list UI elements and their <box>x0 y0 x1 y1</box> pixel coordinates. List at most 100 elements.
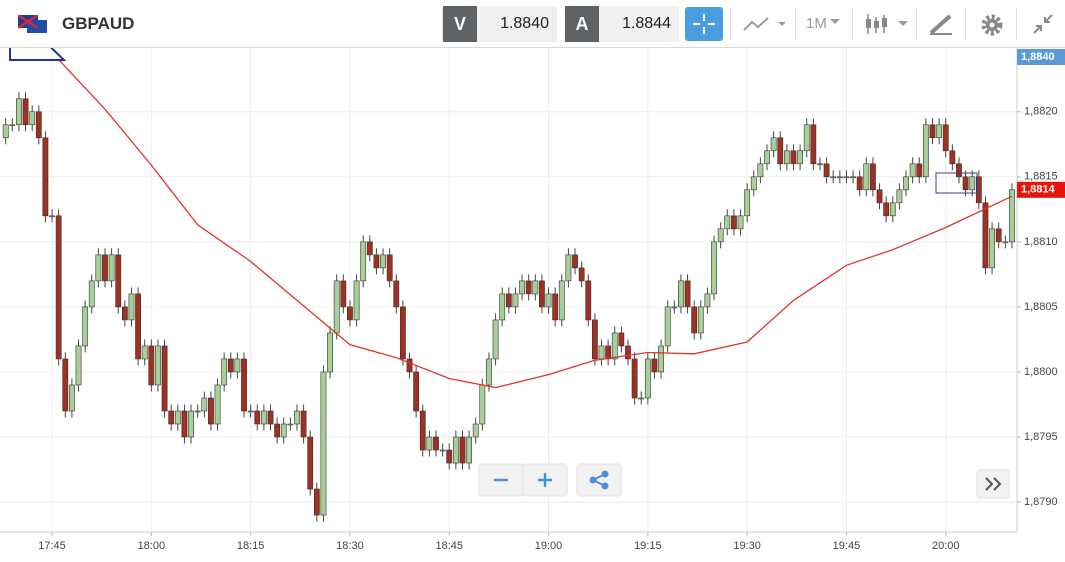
x-tick-label: 17:45 <box>38 540 66 552</box>
candle-body <box>320 371 327 516</box>
candle-body <box>744 189 751 217</box>
candle-body <box>644 358 651 399</box>
candle-body <box>214 384 221 425</box>
candle-body <box>492 319 499 360</box>
indicator-button[interactable] <box>742 14 786 34</box>
candle-body <box>452 436 459 464</box>
candle-body <box>413 371 420 412</box>
interval-button[interactable]: 1M <box>806 15 827 32</box>
candle-body <box>194 410 201 413</box>
candle-body <box>876 189 883 204</box>
candle-body <box>333 280 340 334</box>
share-icon <box>589 476 597 484</box>
candle-body <box>241 358 247 412</box>
candle-body <box>625 345 631 360</box>
chart-type-button[interactable] <box>864 12 908 36</box>
dropdown-icon <box>830 19 840 24</box>
crosshair-button[interactable] <box>685 7 723 41</box>
x-tick-label: 19:15 <box>634 540 662 552</box>
candle-body <box>446 449 453 464</box>
candle-body <box>1009 189 1015 243</box>
candle-body <box>922 124 929 178</box>
candle-body <box>366 241 373 256</box>
candle-body <box>135 293 141 360</box>
candle-body <box>102 254 108 282</box>
drawing-tools-button[interactable] <box>928 13 954 35</box>
candle-body <box>711 241 717 295</box>
candle-body <box>479 384 486 425</box>
candle-body <box>49 215 55 218</box>
moving-average-line <box>58 59 1013 389</box>
drawing-rectangle[interactable] <box>935 172 978 194</box>
collapse-button[interactable] <box>1032 13 1054 35</box>
separator <box>795 8 796 40</box>
candle-body <box>307 436 314 490</box>
plus-icon <box>538 473 552 487</box>
candle-body <box>472 423 479 438</box>
candle-body <box>386 254 393 282</box>
candle-body <box>856 176 863 191</box>
candle-body <box>942 124 949 152</box>
y-tick-label: 1,8820 <box>1024 106 1058 118</box>
candle-body <box>1002 241 1009 244</box>
candle-body <box>373 254 380 269</box>
candle-body <box>664 306 671 347</box>
candle-body <box>221 358 228 386</box>
candle-body <box>267 410 274 425</box>
candle-body <box>512 293 519 308</box>
candle-body <box>55 215 62 360</box>
candle-body <box>466 436 472 464</box>
x-tick-label: 20:00 <box>932 540 960 552</box>
share-button[interactable] <box>576 463 622 497</box>
candle-body <box>128 293 135 321</box>
bid-price[interactable]: 1.8840 <box>477 6 557 42</box>
candle-body <box>671 306 678 309</box>
ask-price[interactable]: 1.8844 <box>599 6 679 42</box>
candle-body <box>717 228 724 243</box>
y-tick-label: 1,8800 <box>1024 366 1058 378</box>
candle-body <box>777 137 784 165</box>
candle-body <box>631 358 638 399</box>
candle-body <box>399 306 406 360</box>
candle-body <box>684 280 691 308</box>
candle-body <box>247 410 254 413</box>
separator <box>730 8 731 40</box>
candle-body <box>697 306 704 334</box>
candle-body <box>69 384 75 412</box>
price-marker <box>1017 181 1065 198</box>
candle-body <box>565 254 572 282</box>
candle-body <box>393 280 400 308</box>
candle-body <box>539 280 545 308</box>
candle-body <box>618 332 625 347</box>
candle-body <box>936 124 943 139</box>
candle-body <box>737 215 744 230</box>
candle-body <box>995 228 1002 243</box>
candle-body <box>141 345 148 360</box>
candle-body <box>956 163 962 178</box>
y-tick-label: 1,8790 <box>1024 496 1058 508</box>
candle-body <box>704 293 711 308</box>
candle-body <box>486 358 492 386</box>
candle-body <box>823 163 830 178</box>
candle-body <box>730 215 737 230</box>
candle-body <box>975 176 982 204</box>
candle-body <box>168 410 175 425</box>
candle-body <box>82 306 89 347</box>
zoom-controls <box>478 463 622 497</box>
candle-body <box>817 163 823 166</box>
candle-body <box>499 293 506 321</box>
candle-body <box>552 293 559 321</box>
candle-body <box>790 150 797 165</box>
candle-body <box>889 202 896 217</box>
candle-body <box>188 410 194 438</box>
x-tick-label: 18:45 <box>435 540 463 552</box>
candle-body <box>962 176 969 191</box>
x-tick-label: 18:30 <box>336 540 364 552</box>
price-marker <box>1017 49 1065 65</box>
candle-body <box>558 280 565 321</box>
y-tick-label: 1,8815 <box>1024 171 1058 183</box>
price-marker-label: 1,8814 <box>1021 184 1056 196</box>
settings-button[interactable] <box>980 13 1004 37</box>
candle-body <box>201 397 208 412</box>
